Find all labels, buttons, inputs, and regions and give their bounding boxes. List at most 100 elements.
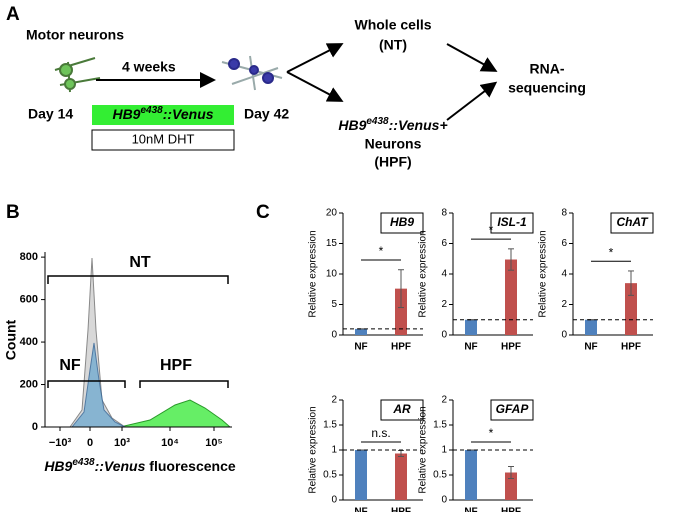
panel-label: B [6,202,20,223]
y-tick-label: 0.5 [433,470,447,481]
output: RNA- [530,61,565,77]
gate-label: HPF [160,357,192,374]
output: sequencing [508,80,586,96]
y-axis-label: Relative expression [538,230,549,317]
allele: e438 [140,105,163,116]
chart-title: ChAT [616,215,649,229]
suffix: ::Venus [95,458,146,474]
y-tick-label: 1 [331,445,337,456]
chart-title: ISL-1 [497,215,527,229]
chart-title: HB9 [390,215,414,229]
x-tick-label: NF [464,342,477,353]
significance-label: * [609,245,614,259]
gate [47,275,229,284]
x-tick-label: NF [354,507,367,512]
bar [395,453,407,500]
y-tick-label: 1.5 [433,420,447,431]
x-tick-label: −10³ [49,437,72,449]
title-box [490,212,534,234]
allele: e438 [366,116,389,127]
panel-label: C [256,202,270,223]
suffix: ::Venus+ [389,117,448,133]
y-tick-label: 2 [561,299,567,310]
y-tick-label: 6 [561,238,567,249]
bar [395,288,407,335]
y-tick-label: 4 [561,269,567,280]
title-box [380,212,424,234]
treatment-box [91,129,235,151]
y-tick-label: 6 [441,238,447,249]
title-box [380,399,424,421]
branch-1: Whole cells [354,17,431,33]
rest: fluorescence [145,458,235,474]
x-tick-label: NF [464,507,477,512]
title-box [490,399,534,421]
x-tick-label: 10⁵ [205,437,222,449]
bar [355,450,367,500]
y-axis-label: Relative expression [418,230,429,317]
histogram [46,257,232,428]
significance-label: * [489,223,494,237]
gate [47,380,126,388]
x-tick-label: NF [584,342,597,353]
gate-label: NF [59,357,81,374]
y-tick-label: 0 [441,495,447,506]
y-tick-label: 10 [326,269,338,280]
panel-label: A [6,4,20,25]
end-day: Day 42 [244,106,289,122]
y-axis-label: Relative expression [308,230,319,317]
gate-label: NT [129,254,151,271]
treatment: 10nM DHT [132,131,195,146]
chart-title: GFAP [496,402,530,416]
allele: e438 [72,457,95,468]
significance-label: n.s. [371,426,390,440]
x-tick-label: 10⁴ [161,437,179,449]
gate [139,380,229,388]
arrow [286,71,344,102]
bar [465,319,477,335]
y-tick-label: 8 [441,208,447,219]
y-tick-label: 400 [20,336,38,348]
arrow [286,43,344,73]
y-tick-label: 1 [441,445,447,456]
bar [585,319,597,335]
reporter-label: HB9e438::Venus [112,105,213,122]
bar [625,283,637,335]
y-tick-label: 5 [331,299,337,310]
x-tick-label: HPF [501,507,521,512]
y-tick-label: 0 [331,330,337,341]
y-tick-label: 0 [441,330,447,341]
duration: 4 weeks [122,59,176,75]
y-tick-label: 8 [561,208,567,219]
y-tick-label: 200 [20,378,38,390]
x-tick-label: NF [354,342,367,353]
x-tick-label: HPF [501,342,521,353]
arrow [446,43,498,72]
branch-2: Neurons [365,136,422,152]
suffix: ::Venus [163,106,214,122]
neuron-icon [54,57,101,93]
histogram-axes: 0 200 400 600 800 −10³ 0 10³ 10⁴ 10⁵ [20,251,223,449]
y-tick-label: 2 [441,395,447,406]
gene: HB9 [112,106,140,122]
branch-2: (HPF) [374,154,411,170]
x-tick-label: HPF [391,342,411,353]
y-tick-label: 15 [326,238,338,249]
significance-label: * [379,244,384,258]
bar [355,328,367,335]
significance-label: * [489,426,494,440]
y-tick-label: 1.5 [323,420,337,431]
y-tick-label: 0 [331,495,337,506]
y-tick-label: 2 [331,395,337,406]
y-tick-label: 0.5 [323,470,337,481]
gene: HB9 [338,117,366,133]
x-tick-label: 0 [87,437,93,449]
x-tick-label: 10³ [114,437,130,449]
title-box [610,212,654,234]
source-label: Motor neurons [26,27,124,43]
y-axis-label: Count [3,319,19,360]
reporter-box [92,105,234,125]
branch-1: (NT) [379,37,407,53]
start-day: Day 14 [28,106,73,122]
